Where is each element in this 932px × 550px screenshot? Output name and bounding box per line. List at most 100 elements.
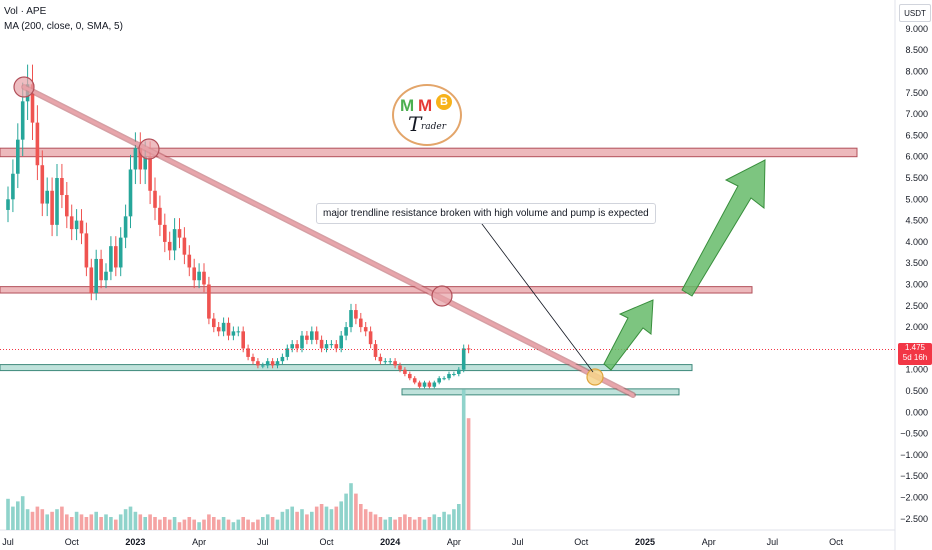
trendline-touch-marker[interactable] — [138, 138, 160, 160]
candle-body — [104, 271, 108, 281]
breakout-marker[interactable] — [586, 368, 604, 386]
candle-body — [182, 237, 187, 255]
volume-bar — [344, 493, 348, 530]
y-tick-label: 7.000 — [905, 109, 928, 119]
y-tick-label: 1.000 — [905, 365, 928, 375]
volume-bar — [280, 511, 285, 530]
trendline[interactable] — [22, 85, 635, 397]
volume-bar — [6, 498, 10, 530]
volume-bar — [393, 519, 397, 530]
candle-body — [60, 178, 64, 196]
volume-bar — [128, 506, 133, 530]
volume-bar — [60, 506, 64, 530]
candle-body — [11, 173, 15, 200]
candle-body — [84, 233, 89, 268]
candle-body — [94, 258, 98, 294]
volume-bar — [207, 514, 211, 530]
x-tick-label: 2023 — [125, 537, 145, 547]
volume-bar — [314, 506, 319, 530]
y-tick-label: 6.000 — [905, 152, 928, 162]
volume-bar — [153, 517, 157, 530]
candle-body — [6, 199, 10, 210]
volume-bar — [265, 514, 270, 530]
x-tick-label: Apr — [192, 537, 206, 547]
y-tick-label: 8.000 — [905, 67, 928, 77]
resistance-zone-mid[interactable] — [0, 286, 753, 294]
y-tick-label: 5.500 — [905, 173, 928, 183]
annotation-callout[interactable]: major trendline resistance broken with h… — [316, 203, 656, 224]
volume-bar — [221, 517, 226, 530]
candle-body — [270, 361, 275, 366]
y-tick-label: 2.500 — [905, 301, 928, 311]
candle-body — [408, 373, 412, 379]
volume-bar — [241, 517, 245, 530]
candle-body — [133, 148, 138, 170]
x-tick-label: Apr — [447, 537, 461, 547]
trendline-touch-marker[interactable] — [431, 285, 453, 307]
volume-bar — [216, 519, 221, 530]
y-tick-label: 4.000 — [905, 237, 928, 247]
candle-body — [153, 190, 157, 208]
volume-bar — [290, 506, 294, 530]
candle-body — [231, 331, 236, 336]
volume-bar — [275, 519, 280, 530]
candle-body — [16, 139, 20, 174]
volume-bar — [114, 519, 118, 530]
candle-body — [305, 335, 309, 340]
x-tick-label: Oct — [574, 537, 589, 547]
candle-body — [290, 344, 294, 349]
candle-body — [349, 310, 353, 328]
volume-bar — [202, 519, 206, 530]
candle-body — [378, 356, 383, 362]
candle-body — [314, 331, 319, 340]
large-up-arrow[interactable] — [681, 159, 766, 297]
candle-body — [310, 331, 314, 340]
candle-body — [79, 220, 84, 234]
candle-body — [167, 241, 172, 251]
candle-body — [114, 246, 118, 268]
volume-bar — [158, 519, 162, 530]
volume-bar — [403, 514, 407, 530]
candle-body — [143, 156, 147, 170]
support-zone[interactable] — [0, 364, 693, 372]
volume-bar — [236, 519, 241, 530]
volume-bar — [373, 514, 378, 530]
support-zone-low[interactable] — [401, 388, 680, 396]
candle-body — [452, 373, 456, 375]
x-tick-label: Jul — [767, 537, 779, 547]
volume-bar — [334, 506, 339, 530]
volume-bar — [363, 509, 368, 530]
volume-bar — [84, 517, 89, 530]
volume-bar — [167, 519, 172, 530]
volume-bar — [123, 509, 128, 530]
volume-bar — [383, 519, 388, 530]
resistance-zone-top[interactable] — [0, 147, 858, 158]
volume-bar — [432, 514, 437, 530]
volume-bar — [295, 511, 299, 530]
candle-countdown: 5d 16h — [902, 353, 928, 362]
volume-bar — [35, 506, 40, 530]
volume-bar — [398, 517, 402, 530]
volume-legend: Vol · APE — [4, 6, 47, 17]
candle-body — [461, 348, 466, 370]
volume-bar — [270, 517, 275, 530]
volume-bar — [138, 514, 143, 530]
currency-unit-button[interactable]: USDT — [899, 4, 931, 22]
volume-bar — [378, 517, 383, 530]
candle-body — [148, 156, 152, 191]
candle-body — [285, 348, 290, 357]
candle-body — [373, 344, 378, 357]
candle-body — [69, 216, 74, 230]
candle-body — [177, 229, 182, 238]
volume-bar — [261, 517, 265, 530]
candle-body — [466, 348, 471, 350]
small-up-arrow[interactable] — [603, 299, 654, 371]
volume-bar — [359, 504, 363, 530]
volume-bar — [368, 511, 373, 530]
y-tick-label: −2.000 — [900, 493, 928, 503]
candle-body — [246, 348, 250, 357]
candle-body — [163, 224, 167, 242]
candle-body — [300, 335, 304, 349]
trendline-touch-marker[interactable] — [13, 76, 35, 98]
